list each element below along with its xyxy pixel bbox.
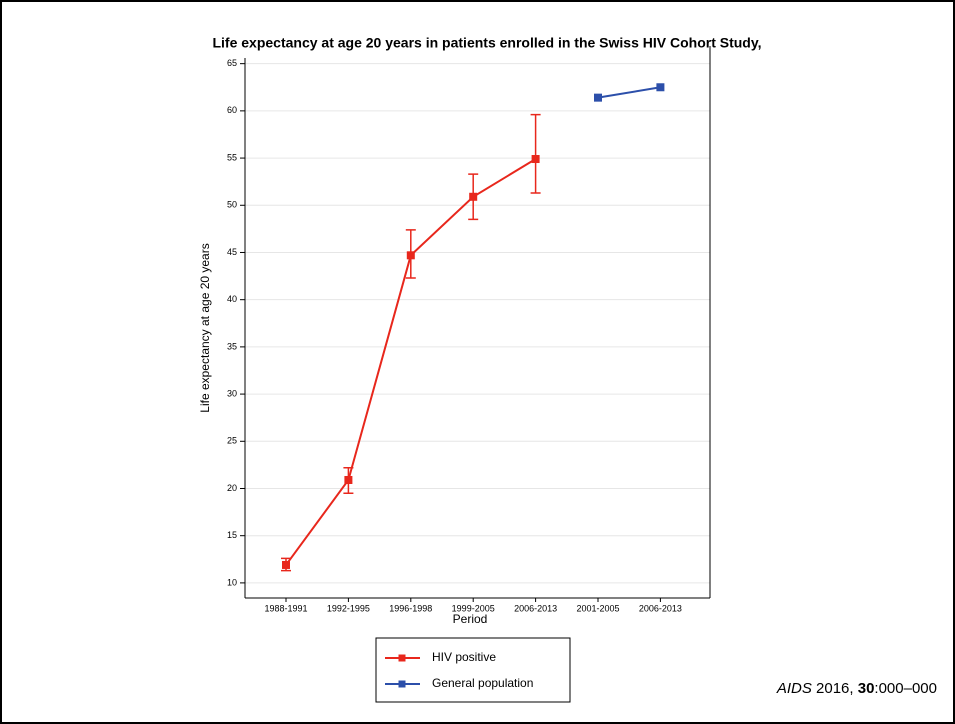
y-tick-label: 50 <box>227 200 237 210</box>
error-bar <box>530 113 541 194</box>
citation-journal: AIDS <box>776 680 812 697</box>
citation-year: 2016, <box>816 680 854 697</box>
marker <box>531 155 540 164</box>
citation-pages: :000–000 <box>874 680 937 697</box>
marker <box>282 560 290 569</box>
series-line <box>285 158 537 566</box>
legend-box <box>375 637 571 703</box>
citation: AIDS 2016, 30:000–000 <box>776 680 937 697</box>
legend-marker <box>398 654 406 662</box>
legend-marker <box>398 680 406 688</box>
marker <box>469 192 478 201</box>
y-tick-label: 10 <box>227 577 237 587</box>
marker <box>656 83 665 92</box>
legend-label: General population <box>432 676 533 690</box>
y-tick-label: 55 <box>227 152 237 162</box>
y-tick-label: 40 <box>227 294 237 304</box>
marker <box>344 475 353 484</box>
x-tick-label: 2006-2013 <box>514 603 557 613</box>
citation-volume: 30 <box>858 680 875 697</box>
y-tick-label: 30 <box>227 388 237 398</box>
y-tick-label: 45 <box>227 247 237 257</box>
y-tick-label: 35 <box>227 341 237 351</box>
y-tick-label: 15 <box>227 530 237 540</box>
y-axis-label: Life expectancy at age 20 years <box>198 243 212 412</box>
x-axis-label: Period <box>453 612 488 626</box>
x-tick-label: 2001-2005 <box>576 603 619 613</box>
y-tick-label: 65 <box>227 58 237 68</box>
marker <box>594 93 602 102</box>
x-tick-label: 2006-2013 <box>639 603 682 613</box>
y-tick-label: 20 <box>227 483 237 493</box>
x-tick-label: 1996-1998 <box>389 603 432 613</box>
chart-title: Life expectancy at age 20 years in patie… <box>212 35 761 51</box>
x-tick-label: 1988-1991 <box>264 603 307 613</box>
legend-label: HIV positive <box>432 650 496 664</box>
y-tick-label: 25 <box>227 436 237 446</box>
x-tick-label: 1992-1995 <box>327 603 370 613</box>
y-tick-label: 60 <box>227 105 237 115</box>
series-line <box>597 86 661 99</box>
marker <box>406 251 415 260</box>
x-tick-label: 1999-2005 <box>452 603 495 613</box>
